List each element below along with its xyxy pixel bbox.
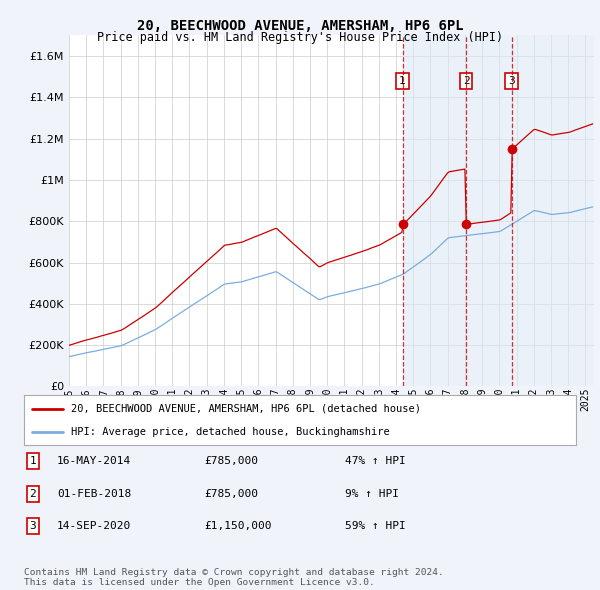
Text: 01-FEB-2018: 01-FEB-2018 bbox=[57, 489, 131, 499]
Text: 9% ↑ HPI: 9% ↑ HPI bbox=[345, 489, 399, 499]
Text: 2: 2 bbox=[29, 489, 37, 499]
Text: Price paid vs. HM Land Registry's House Price Index (HPI): Price paid vs. HM Land Registry's House … bbox=[97, 31, 503, 44]
Text: 3: 3 bbox=[508, 76, 515, 86]
Text: £785,000: £785,000 bbox=[204, 457, 258, 466]
Text: 47% ↑ HPI: 47% ↑ HPI bbox=[345, 457, 406, 466]
Text: £785,000: £785,000 bbox=[204, 489, 258, 499]
Text: 14-SEP-2020: 14-SEP-2020 bbox=[57, 522, 131, 531]
Text: £1,150,000: £1,150,000 bbox=[204, 522, 271, 531]
Bar bbox=[403, 35, 594, 386]
Text: 20, BEECHWOOD AVENUE, AMERSHAM, HP6 6PL (detached house): 20, BEECHWOOD AVENUE, AMERSHAM, HP6 6PL … bbox=[71, 404, 421, 414]
Text: 1: 1 bbox=[29, 457, 37, 466]
Text: 1: 1 bbox=[399, 76, 406, 86]
Text: 16-MAY-2014: 16-MAY-2014 bbox=[57, 457, 131, 466]
Text: 20, BEECHWOOD AVENUE, AMERSHAM, HP6 6PL: 20, BEECHWOOD AVENUE, AMERSHAM, HP6 6PL bbox=[137, 19, 463, 33]
Text: 2: 2 bbox=[463, 76, 470, 86]
Text: 3: 3 bbox=[29, 522, 37, 531]
Text: 59% ↑ HPI: 59% ↑ HPI bbox=[345, 522, 406, 531]
Text: Contains HM Land Registry data © Crown copyright and database right 2024.
This d: Contains HM Land Registry data © Crown c… bbox=[24, 568, 444, 587]
Text: HPI: Average price, detached house, Buckinghamshire: HPI: Average price, detached house, Buck… bbox=[71, 427, 389, 437]
